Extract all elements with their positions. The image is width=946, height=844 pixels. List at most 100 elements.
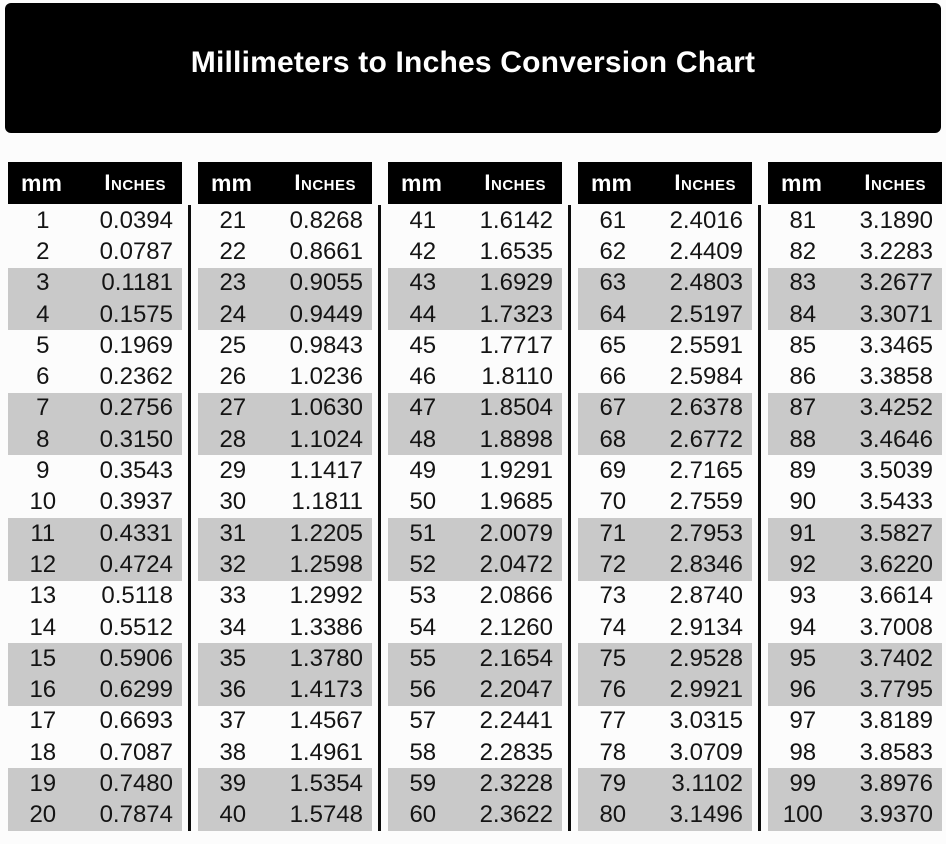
table-row: 90 3.5433 [768, 487, 942, 518]
mm-value: 57 [409, 707, 437, 735]
mm-value: 87 [789, 394, 817, 422]
mm-value: 47 [409, 394, 437, 422]
inches-value: 1.6929 [479, 269, 553, 297]
column-gutter [562, 162, 578, 831]
mm-value: 78 [599, 738, 627, 766]
table-row: 10 0.3937 [8, 487, 182, 518]
inches-value: 2.5984 [669, 363, 743, 391]
inches-value: 3.4646 [859, 425, 933, 453]
table-row: 28 1.1024 [198, 424, 372, 456]
inches-value: 3.5433 [859, 488, 933, 516]
inches-value: 3.0709 [669, 738, 743, 766]
inches-value: 0.5512 [99, 613, 173, 641]
mm-value: 17 [29, 707, 57, 735]
mm-value: 24 [219, 300, 247, 328]
mm-value: 74 [599, 613, 627, 641]
inches-value: 2.4803 [669, 269, 743, 297]
mm-value: 32 [219, 550, 247, 578]
inches-value: 2.3228 [479, 769, 553, 797]
inches-value: 1.8110 [481, 363, 553, 391]
inches-value: 3.2283 [859, 237, 933, 265]
table-row: 70 2.7559 [578, 487, 752, 518]
table-row: 51 2.0079 [388, 517, 562, 550]
mm-value: 49 [409, 457, 437, 485]
inches-value: 0.3150 [99, 425, 173, 453]
mm-column-header: mm [211, 169, 252, 196]
inches-value: 3.1890 [859, 206, 933, 234]
inches-value: 1.8898 [479, 425, 553, 453]
table-row: 65 2.5591 [578, 330, 752, 361]
table-row: 95 3.7402 [768, 643, 942, 675]
mm-value: 89 [789, 457, 817, 485]
mm-value: 29 [219, 457, 247, 485]
table-row: 80 3.1496 [578, 799, 752, 831]
mm-value: 61 [599, 206, 627, 234]
table-row: 89 3.5039 [768, 455, 942, 486]
mm-value: 68 [599, 425, 627, 453]
table-row: 20 0.7874 [8, 799, 182, 831]
table-row: 69 2.7165 [578, 455, 752, 486]
mm-column-header: mm [781, 169, 822, 196]
table-row: 81 3.1890 [768, 205, 942, 236]
inches-value: 2.8346 [669, 550, 743, 578]
table-row: 100 3.9370 [768, 799, 942, 831]
mm-value: 99 [789, 769, 817, 797]
mm-value: 6 [36, 363, 50, 391]
table-row: 79 3.1102 [578, 768, 752, 800]
table-row: 75 2.9528 [578, 643, 752, 675]
inches-value: 2.7165 [669, 457, 743, 485]
mm-column-header: mm [591, 169, 632, 196]
mm-value: 2 [36, 237, 50, 265]
table-row: 35 1.3780 [198, 643, 372, 675]
mm-value: 83 [789, 269, 817, 297]
table-row: 45 1.7717 [388, 330, 562, 361]
mm-value: 70 [599, 488, 627, 516]
mm-value: 88 [789, 425, 817, 453]
mm-value: 53 [409, 582, 437, 610]
table-column-group-4: mm Inches 61 2.4016 62 2.4409 63 2.4803 64 2.51… [578, 162, 752, 831]
inches-value: 3.5827 [859, 519, 933, 547]
table-row: 4 0.1575 [8, 298, 182, 331]
inches-value: 0.6693 [99, 707, 173, 735]
table-row: 64 2.5197 [578, 298, 752, 331]
mm-value: 51 [409, 519, 437, 547]
table-row: 67 2.6378 [578, 392, 752, 425]
mm-value: 50 [409, 488, 437, 516]
table-row: 22 0.8661 [198, 236, 372, 267]
inches-value: 0.1969 [99, 331, 173, 359]
mm-value: 15 [29, 644, 57, 672]
inches-value: 0.0394 [99, 206, 173, 234]
table-row: 19 0.7480 [8, 768, 182, 800]
rows-group-4: 61 2.4016 62 2.4409 63 2.4803 64 2.5197 65 2.5591… [578, 205, 752, 831]
mm-value: 30 [219, 488, 247, 516]
inches-column-header: Inches [294, 170, 356, 195]
inches-value: 2.7953 [669, 519, 743, 547]
table-row: 98 3.8583 [768, 737, 942, 768]
column-divider [568, 205, 571, 831]
column-group-header: mm Inches [768, 162, 942, 204]
inches-value: 0.0787 [99, 237, 173, 265]
mm-value: 4 [36, 300, 50, 328]
mm-value: 41 [409, 206, 437, 234]
mm-value: 36 [219, 676, 247, 704]
inches-value: 2.7559 [669, 488, 743, 516]
table-column-group-1: mm Inches 1 0.0394 2 0.0787 3 0.1181 4 0.1575 5 0… [8, 162, 182, 831]
column-divider [188, 205, 191, 831]
inches-value: 0.9055 [289, 269, 363, 297]
mm-value: 34 [219, 613, 247, 641]
table-row: 73 2.8740 [578, 581, 752, 612]
table-row: 56 2.2047 [388, 674, 562, 706]
inches-value: 3.8583 [859, 738, 933, 766]
mm-value: 85 [789, 331, 817, 359]
mm-value: 27 [219, 394, 247, 422]
inches-value: 1.1024 [289, 425, 363, 453]
inches-column-header: Inches [484, 170, 546, 195]
mm-value: 60 [409, 801, 437, 829]
inches-value: 2.0866 [479, 582, 553, 610]
mm-column-header: mm [21, 169, 62, 196]
table-row: 60 2.3622 [388, 799, 562, 831]
rows-group-5: 81 3.1890 82 3.2283 83 3.2677 84 3.3071 85 3.3465… [768, 205, 942, 831]
mm-value: 79 [599, 769, 627, 797]
table-row: 1 0.0394 [8, 205, 182, 236]
inches-value: 3.0315 [669, 707, 743, 735]
